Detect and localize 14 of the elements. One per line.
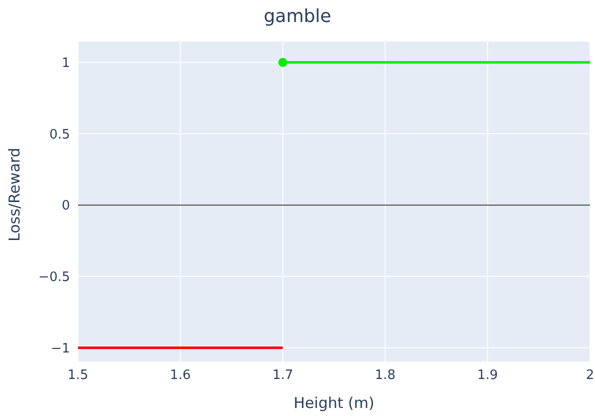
chart-title: gamble	[262, 6, 332, 27]
x-tick-label: 1.6	[170, 368, 191, 384]
y-tick-label: −1	[50, 341, 70, 356]
y-tick-label: 0	[62, 198, 70, 214]
x-tick-label: 1.8	[374, 368, 396, 384]
y-tick-label: 0.5	[49, 127, 70, 142]
y-tick-label: 1	[62, 56, 70, 72]
x-axis-title: Height (m)	[294, 394, 374, 412]
x-tick-label: 1.5	[68, 368, 88, 384]
x-tick-label: 2	[586, 368, 594, 384]
x-tick-label: 1.7	[272, 368, 294, 384]
y-tick-label: −0.5	[38, 270, 70, 286]
x-tick-label: 1.9	[477, 368, 498, 384]
y-axis-title: Loss/Reward	[5, 148, 24, 242]
